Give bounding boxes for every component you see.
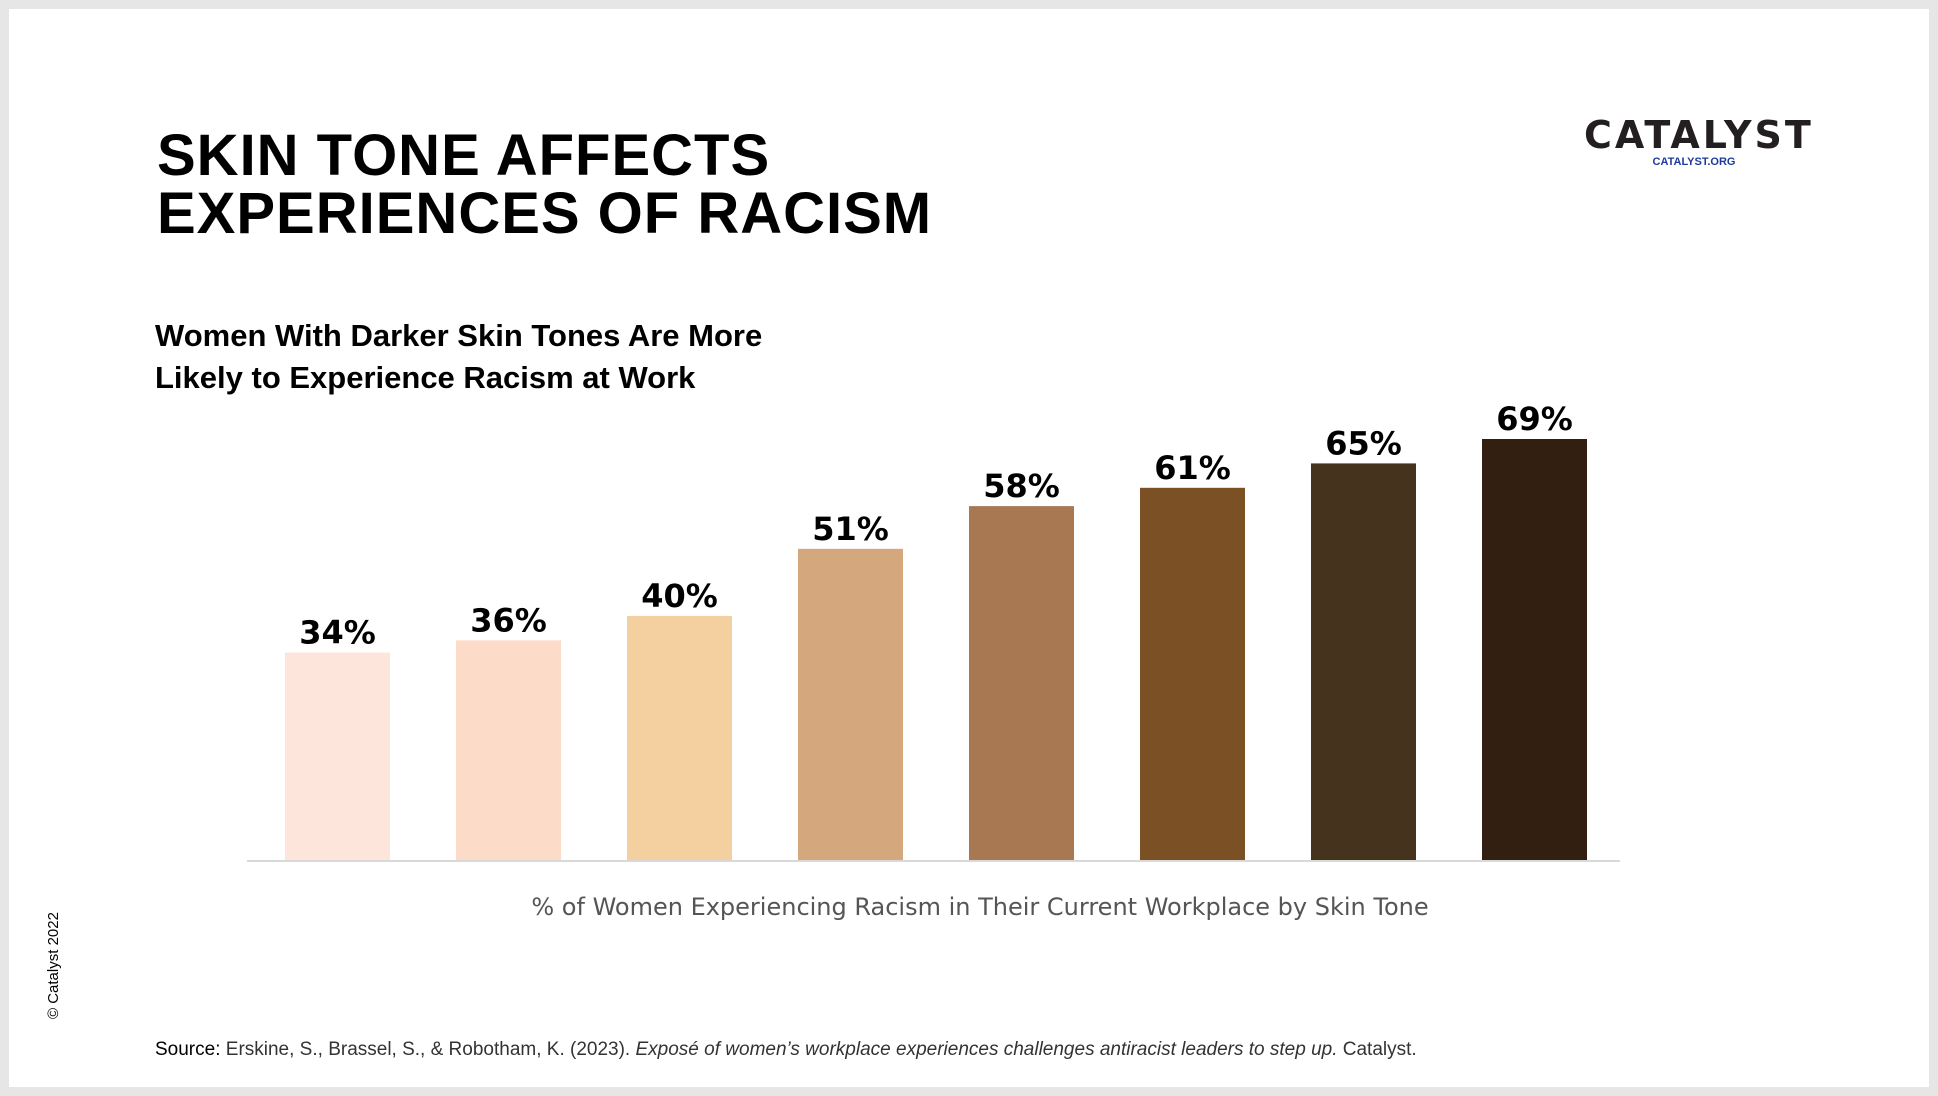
logo-wordmark: CATALYST <box>1584 113 1814 157</box>
bar-chart: 34% 36% 40% 51% 58% 61% 65% 69% <box>247 400 1620 862</box>
bar-7 <box>1311 463 1416 860</box>
slide-title: SKIN TONE AFFECTS EXPERIENCES OF RACISM <box>157 127 932 243</box>
bar-value-label-6: 61% <box>1154 449 1231 487</box>
chart-subtitle: Women With Darker Skin Tones Are More Li… <box>155 315 762 399</box>
bar-value-label-8: 69% <box>1496 400 1573 438</box>
bar-value-label-3: 40% <box>641 577 718 615</box>
bar-value-label-5: 58% <box>983 467 1060 505</box>
chart-subtitle-line-2: Likely to Experience Racism at Work <box>155 360 696 395</box>
bar-2 <box>456 640 561 860</box>
bar-6 <box>1140 487 1245 860</box>
source-lead: Source: <box>155 1039 221 1060</box>
slide: SKIN TONE AFFECTS EXPERIENCES OF RACISM … <box>9 9 1929 1087</box>
x-axis-label: % of Women Experiencing Racism in Their … <box>531 893 1429 921</box>
slide-title-line-2: EXPERIENCES OF RACISM <box>157 181 933 246</box>
source-citation: Source: Erskine, S., Brassel, S., & Robo… <box>155 1039 1417 1061</box>
source-work: Exposé of women’s workplace experiences … <box>635 1039 1338 1060</box>
bar-3 <box>627 615 732 860</box>
bar-value-label-2: 36% <box>470 601 547 639</box>
catalyst-logo: CATALYST CATALYST.ORG <box>1584 113 1814 169</box>
chart-subtitle-line-1: Women With Darker Skin Tones Are More <box>155 318 763 353</box>
bar-value-label-7: 65% <box>1325 424 1402 462</box>
bar-5 <box>969 506 1074 860</box>
slide-title-line-1: SKIN TONE AFFECTS <box>157 123 771 188</box>
source-publisher: Catalyst. <box>1342 1039 1417 1060</box>
bar-value-label-1: 34% <box>299 614 376 652</box>
source-authors: Erskine, S., Brassel, S., & Robotham, K.… <box>225 1039 631 1060</box>
copyright-text: © Catalyst 2022 <box>45 912 62 1019</box>
bar-4 <box>798 548 903 860</box>
bar-8 <box>1482 439 1587 860</box>
bar-value-label-4: 51% <box>812 510 889 548</box>
bar-1 <box>285 652 390 860</box>
logo-url: CATALYST.ORG <box>1652 156 1736 168</box>
